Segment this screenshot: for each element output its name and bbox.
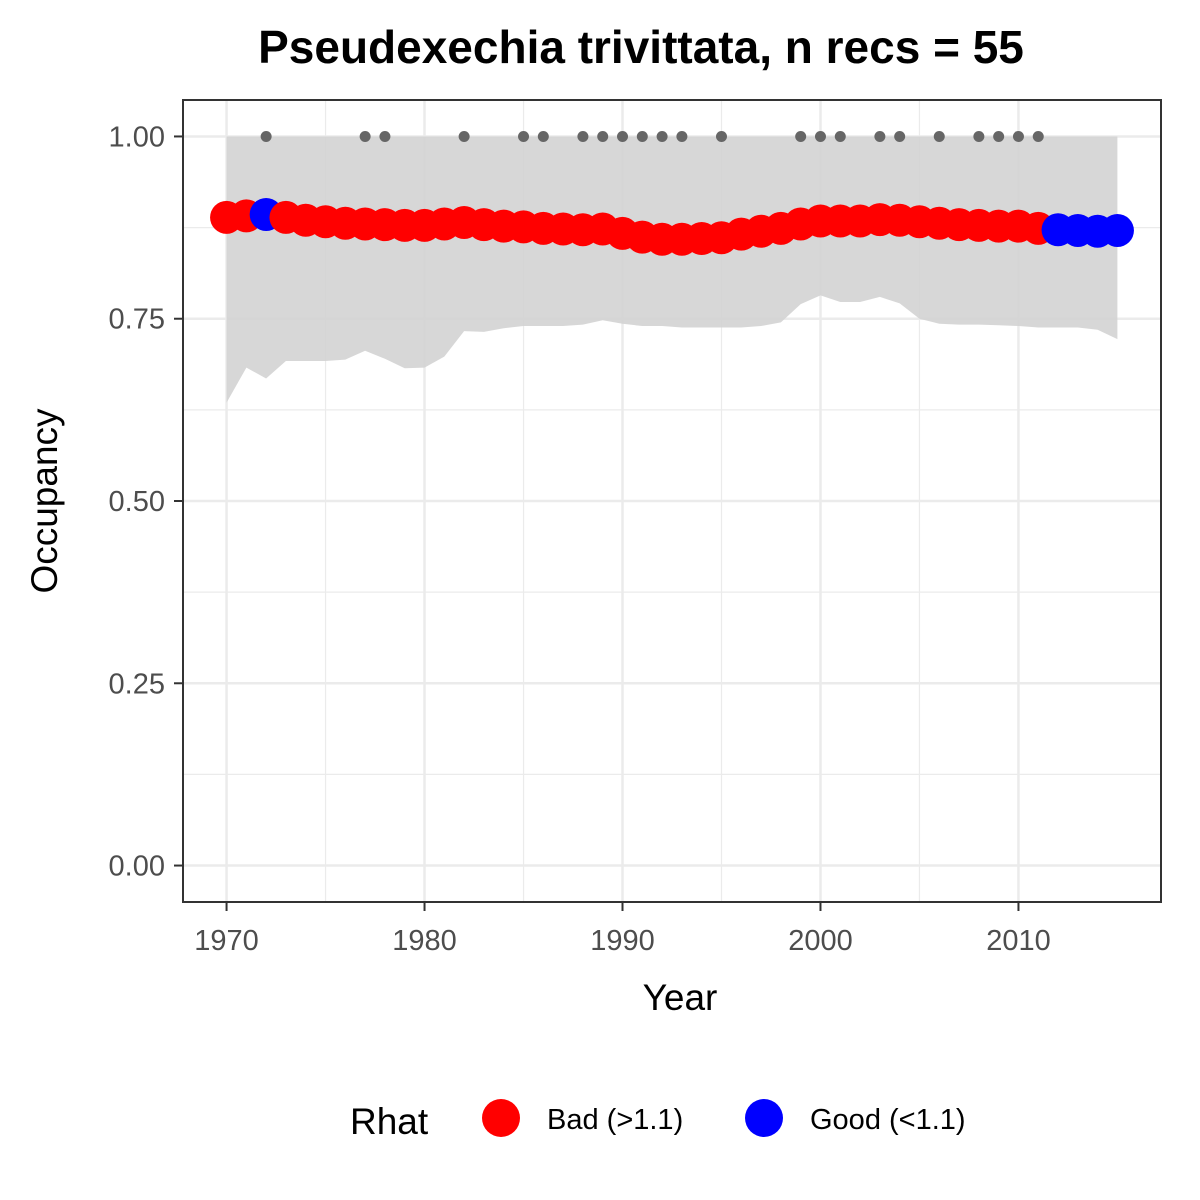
record-dot [715, 130, 727, 142]
record-dot [359, 130, 371, 142]
x-axis: 1970 1980 1990 2000 2010 [194, 902, 1051, 957]
record-dot [676, 130, 688, 142]
y-axis: 0.00 0.25 0.50 0.75 1.00 [109, 121, 183, 883]
record-dot [636, 130, 648, 142]
y-tick-label: 0.75 [109, 304, 165, 336]
record-dot [894, 130, 906, 142]
record-dot [933, 130, 945, 142]
record-dots [260, 130, 1044, 142]
legend-title: Rhat [350, 1101, 429, 1142]
occupancy-points [210, 197, 1134, 256]
record-dot [617, 130, 629, 142]
record-dot [458, 130, 470, 142]
record-dot [834, 130, 846, 142]
record-dot [656, 130, 668, 142]
y-tick-label: 1.00 [109, 121, 165, 153]
record-dot [379, 130, 391, 142]
record-dot [795, 130, 807, 142]
y-tick-label: 0.00 [109, 851, 165, 883]
record-dot [597, 130, 609, 142]
record-dot [874, 130, 886, 142]
x-tick-label: 2010 [986, 925, 1051, 957]
legend: Rhat Bad (>1.1) Good (<1.1) [350, 1099, 966, 1142]
record-dot [260, 130, 272, 142]
record-dot [973, 130, 985, 142]
record-dot [1012, 130, 1024, 142]
x-tick-label: 2000 [788, 925, 853, 957]
x-tick-label: 1970 [194, 925, 259, 957]
chart-title: Pseudexechia trivittata, n recs = 55 [258, 21, 1024, 73]
x-tick-label: 1980 [392, 925, 457, 957]
record-dot [993, 130, 1005, 142]
legend-label-bad: Bad (>1.1) [547, 1104, 683, 1136]
record-dot [814, 130, 826, 142]
confidence-ribbon [226, 136, 1118, 403]
record-dot [577, 130, 589, 142]
occupancy-point [1100, 214, 1134, 248]
record-dot [1032, 130, 1044, 142]
y-tick-label: 0.25 [109, 668, 165, 700]
legend-swatch-good [745, 1099, 783, 1137]
record-dot [518, 130, 530, 142]
x-axis-title: Year [643, 977, 718, 1018]
record-dot [537, 130, 549, 142]
y-tick-label: 0.50 [109, 486, 165, 518]
legend-label-good: Good (<1.1) [810, 1104, 966, 1136]
legend-swatch-bad [482, 1099, 520, 1137]
x-tick-label: 1990 [590, 925, 655, 957]
y-axis-title: Occupancy [24, 408, 65, 594]
